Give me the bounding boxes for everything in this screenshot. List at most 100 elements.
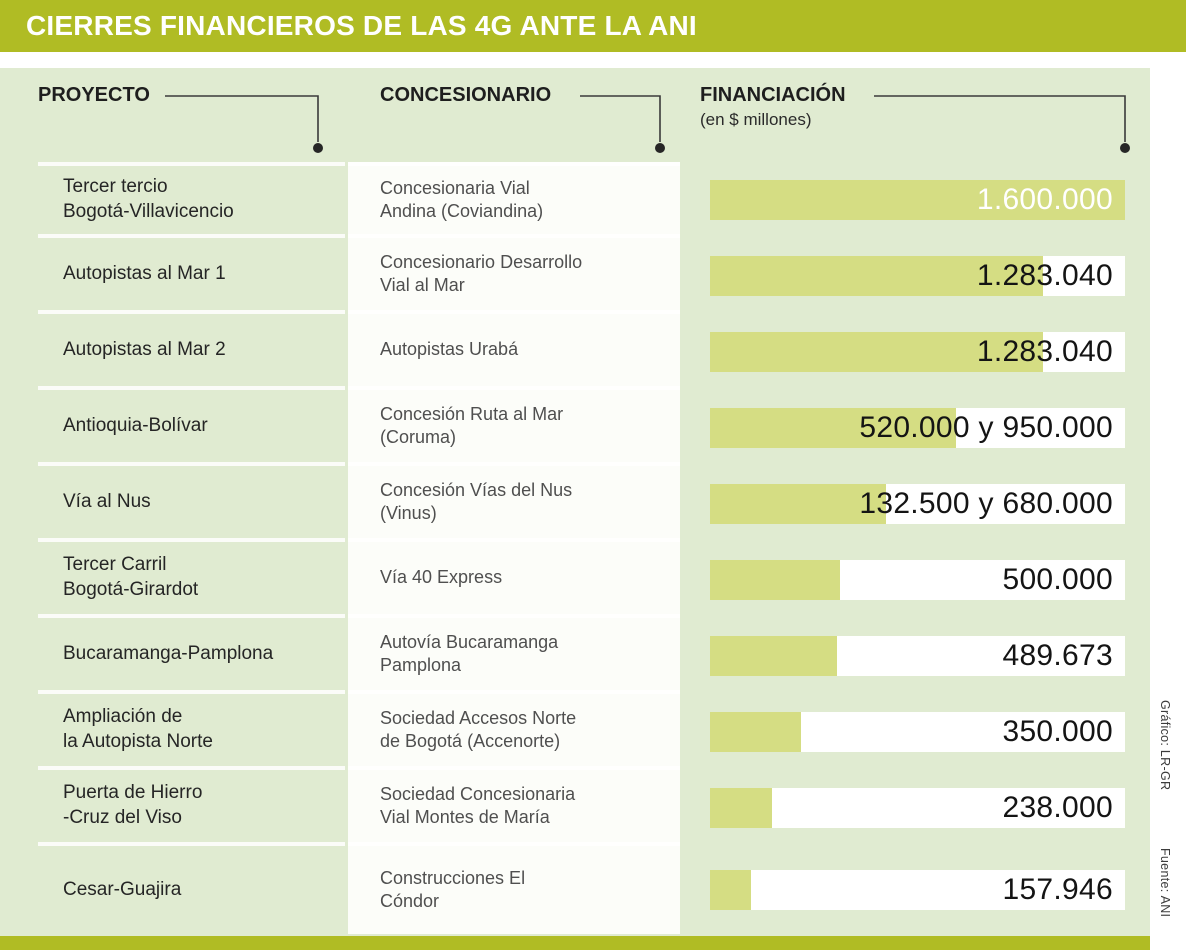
column-header-concessionaire: CONCESIONARIO	[380, 84, 552, 106]
bar-fill	[710, 332, 1043, 372]
financing-cell: 1.283.040	[710, 238, 1125, 314]
project-name: Tercer tercio Bogotá-Villavicencio	[63, 176, 234, 222]
table-row: Autopistas al Mar 2 Autopistas Urabá 1.2…	[0, 314, 1150, 390]
bar-fill	[710, 636, 837, 676]
concessionaire-name: Autovía Bucaramanga Pamplona	[380, 631, 559, 675]
concessionaire-name: Concesión Ruta al Mar (Coruma)	[380, 403, 564, 447]
bar-track: 1.283.040	[710, 332, 1125, 372]
table-row: Vía al Nus Concesión Vías del Nus (Vinus…	[0, 466, 1150, 542]
concessionaire-name: Construcciones El Cóndor	[380, 867, 526, 911]
concessionaire-name: Sociedad Concesionaria Vial Montes de Ma…	[380, 783, 576, 827]
table-row: Tercer tercio Bogotá-Villavicencio Conce…	[0, 162, 1150, 238]
table-row: Antioquia-Bolívar Concesión Ruta al Mar …	[0, 390, 1150, 466]
bar-fill	[710, 712, 801, 752]
financing-cell: 1.600.000	[710, 162, 1125, 238]
bar-track: 238.000	[710, 788, 1125, 828]
financing-value: 500.000	[1002, 563, 1113, 596]
concessionaire-name: Concesión Vías del Nus (Vinus)	[380, 479, 573, 523]
concessionaire-cell: Vía 40 Express	[348, 542, 680, 618]
project-name: Autopistas al Mar 2	[63, 338, 226, 360]
financing-value: 238.000	[1002, 791, 1113, 824]
financing-cell: 520.000 y 950.000	[710, 390, 1125, 466]
concessionaire-cell: Sociedad Accesos Norte de Bogotá (Acceno…	[348, 694, 680, 770]
financing-cell: 489.673	[710, 618, 1125, 694]
financing-value: 489.673	[1002, 639, 1113, 672]
table-row: Bucaramanga-Pamplona Autovía Bucaramanga…	[0, 618, 1150, 694]
concessionaire-cell: Construcciones El Cóndor	[348, 846, 680, 934]
bar-fill	[710, 484, 887, 524]
financing-value: 132.500 y 680.000	[859, 487, 1113, 520]
bar-track: 1.600.000	[710, 180, 1125, 220]
concessionaire-cell: Sociedad Concesionaria Vial Montes de Ma…	[348, 770, 680, 846]
financing-value: 1.600.000	[976, 183, 1113, 216]
leader-lines	[165, 95, 1130, 153]
column-header-project: PROYECTO	[38, 84, 150, 106]
concessionaire-name: Vía 40 Express	[380, 567, 503, 588]
financing-value: 520.000 y 950.000	[859, 411, 1113, 444]
project-cell: Tercer tercio Bogotá-Villavicencio	[38, 162, 345, 238]
project-cell: Puerta de Hierro -Cruz del Viso	[38, 770, 345, 846]
bar-track: 500.000	[710, 560, 1125, 600]
column-header-financing-unit: (en $ millones)	[700, 110, 812, 129]
financing-value: 350.000	[1002, 715, 1113, 748]
project-cell: Bucaramanga-Pamplona	[38, 618, 345, 694]
table-row: Ampliación de la Autopista Norte Socieda…	[0, 694, 1150, 770]
financing-cell: 157.946	[710, 846, 1125, 934]
concessionaire-cell: Concesión Vías del Nus (Vinus)	[348, 466, 680, 542]
bar-track: 520.000 y 950.000	[710, 408, 1125, 448]
project-cell: Antioquia-Bolívar	[38, 390, 345, 466]
project-name: Tercer Carril Bogotá-Girardot	[63, 554, 199, 600]
project-name: Autopistas al Mar 1	[63, 262, 226, 284]
financing-value: 1.283.040	[976, 335, 1113, 368]
table-row: Tercer Carril Bogotá-Girardot Vía 40 Exp…	[0, 542, 1150, 618]
bar-fill	[710, 408, 957, 448]
infographic-panel: PROYECTO CONCESIONARIO FINANCIACIÓN (en …	[0, 68, 1150, 936]
financing-cell: 132.500 y 680.000	[710, 466, 1125, 542]
bar-fill	[710, 256, 1043, 296]
financing-value: 157.946	[1002, 873, 1113, 906]
project-name: Vía al Nus	[63, 490, 151, 512]
table-row: Cesar-Guajira Construcciones El Cóndor 1…	[0, 846, 1150, 934]
financing-value: 1.283.040	[976, 259, 1113, 292]
concessionaire-name: Autopistas Urabá	[380, 339, 519, 360]
bar-fill	[710, 788, 772, 828]
financing-cell: 238.000	[710, 770, 1125, 846]
bar-fill	[710, 180, 1125, 220]
credit-graphic: Gráfico: LR-GR	[1158, 700, 1172, 791]
project-name: Bucaramanga-Pamplona	[63, 642, 274, 664]
bar-track: 489.673	[710, 636, 1125, 676]
project-cell: Vía al Nus	[38, 466, 345, 542]
bar-track: 1.283.040	[710, 256, 1125, 296]
credit-source: Fuente: ANI	[1158, 848, 1172, 918]
project-cell: Cesar-Guajira	[38, 846, 345, 934]
financing-cell: 350.000	[710, 694, 1125, 770]
concessionaire-cell: Autopistas Urabá	[348, 314, 680, 390]
concessionaire-cell: Concesión Ruta al Mar (Coruma)	[348, 390, 680, 466]
bar-track: 350.000	[710, 712, 1125, 752]
project-name: Antioquia-Bolívar	[63, 414, 208, 436]
bar-track: 157.946	[710, 870, 1125, 910]
table-row: Autopistas al Mar 1 Concesionario Desarr…	[0, 238, 1150, 314]
bottom-accent-bar	[0, 936, 1150, 950]
financing-cell: 1.283.040	[710, 314, 1125, 390]
financing-table: Tercer tercio Bogotá-Villavicencio Conce…	[0, 162, 1150, 934]
project-name: Cesar-Guajira	[63, 878, 182, 900]
column-header-financing: FINANCIACIÓN	[700, 84, 846, 106]
project-name: Ampliación de la Autopista Norte	[63, 706, 213, 752]
financing-cell: 500.000	[710, 542, 1125, 618]
concessionaire-cell: Concesionario Desarrollo Vial al Mar	[348, 238, 680, 314]
project-cell: Autopistas al Mar 2	[38, 314, 345, 390]
concessionaire-name: Concesionaria Vial Andina (Coviandina)	[380, 177, 544, 221]
bar-track: 132.500 y 680.000	[710, 484, 1125, 524]
project-cell: Autopistas al Mar 1	[38, 238, 345, 314]
concessionaire-name: Sociedad Accesos Norte de Bogotá (Acceno…	[380, 707, 577, 751]
bar-fill	[710, 560, 840, 600]
concessionaire-cell: Autovía Bucaramanga Pamplona	[348, 618, 680, 694]
table-row: Puerta de Hierro -Cruz del Viso Sociedad…	[0, 770, 1150, 846]
concessionaire-cell: Concesionaria Vial Andina (Coviandina)	[348, 162, 680, 238]
project-cell: Ampliación de la Autopista Norte	[38, 694, 345, 770]
bar-fill	[710, 870, 751, 910]
concessionaire-name: Concesionario Desarrollo Vial al Mar	[380, 251, 583, 295]
page-title: CIERRES FINANCIEROS DE LAS 4G ANTE LA AN…	[26, 10, 697, 41]
project-cell: Tercer Carril Bogotá-Girardot	[38, 542, 345, 618]
